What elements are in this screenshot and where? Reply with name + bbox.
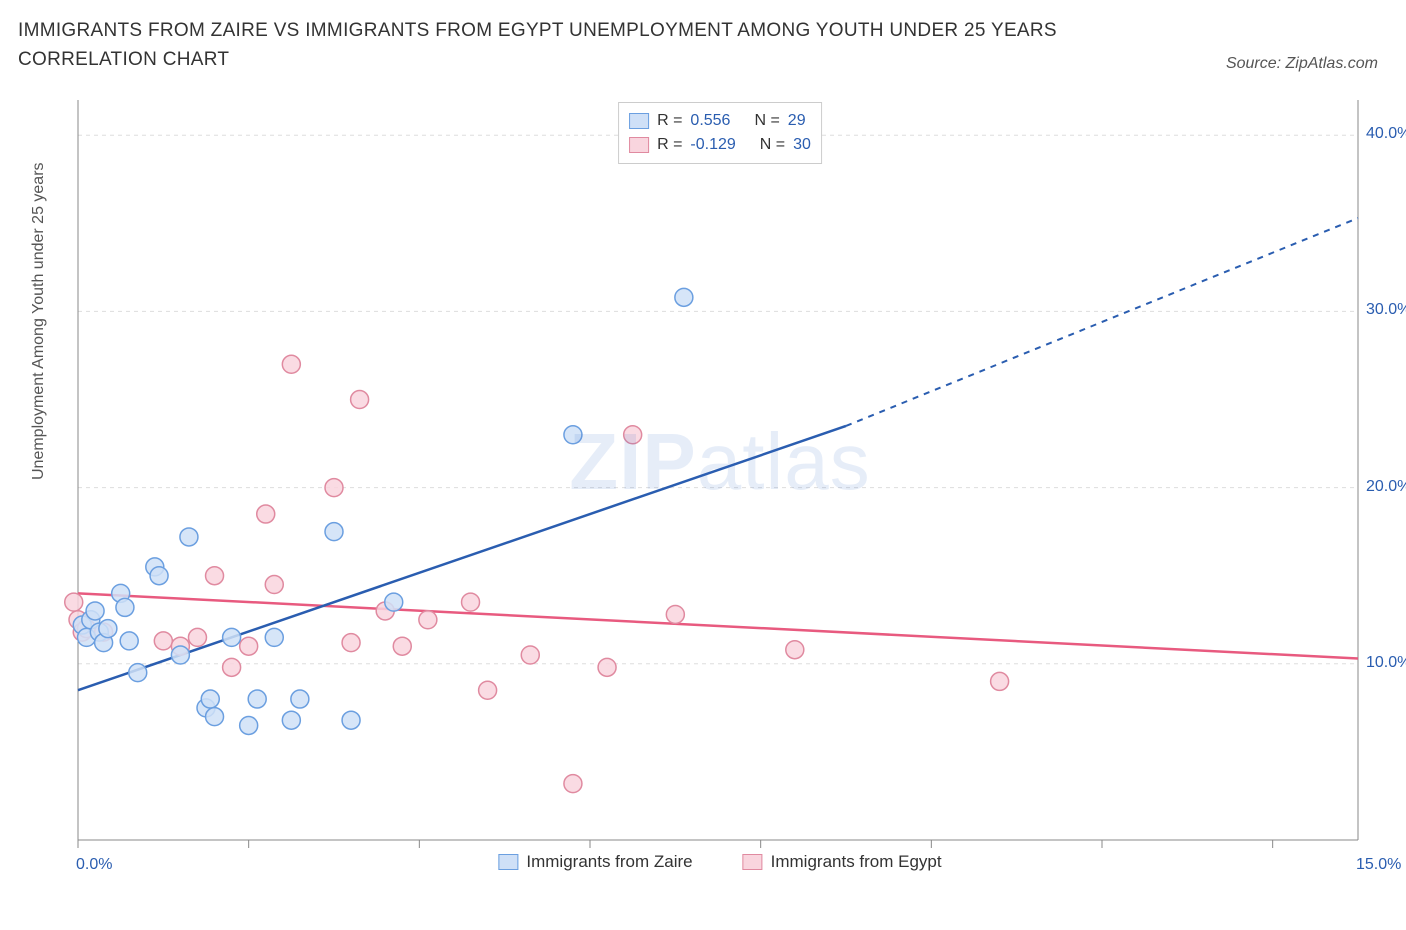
r-value-zaire: 0.556 bbox=[690, 109, 730, 133]
n-label: N = bbox=[760, 133, 785, 157]
r-label: R = bbox=[657, 109, 682, 133]
n-label: N = bbox=[754, 109, 779, 133]
n-value-egypt: 30 bbox=[793, 133, 811, 157]
legend-swatch-egypt-bottom bbox=[743, 854, 763, 870]
legend-swatch-zaire bbox=[629, 113, 649, 129]
legend-correlation-box: R = 0.556 N = 29 R = -0.129 N = 30 bbox=[618, 102, 822, 164]
r-value-egypt: -0.129 bbox=[690, 133, 735, 157]
chart-title: IMMIGRANTS FROM ZAIRE VS IMMIGRANTS FROM… bbox=[18, 16, 1118, 75]
legend-row-zaire: R = 0.556 N = 29 bbox=[629, 109, 811, 133]
legend-row-egypt: R = -0.129 N = 30 bbox=[629, 133, 811, 157]
y-axis-label: Unemployment Among Youth under 25 years bbox=[30, 162, 48, 480]
scatter-chart-svg bbox=[60, 100, 1380, 890]
r-label: R = bbox=[657, 133, 682, 157]
legend-swatch-egypt bbox=[629, 137, 649, 153]
chart-area: ZIPatlas R = 0.556 N = 29 R = -0.129 N =… bbox=[60, 100, 1380, 870]
axis-tick-label: 40.0% bbox=[1366, 125, 1406, 143]
axis-tick-label: 30.0% bbox=[1366, 301, 1406, 319]
axis-tick-label: 10.0% bbox=[1366, 654, 1406, 672]
legend-item-zaire: Immigrants from Zaire bbox=[498, 852, 692, 872]
axis-tick-label: 0.0% bbox=[76, 856, 112, 874]
axis-tick-label: 15.0% bbox=[1356, 856, 1401, 874]
legend-item-egypt: Immigrants from Egypt bbox=[743, 852, 942, 872]
axis-tick-label: 20.0% bbox=[1366, 478, 1406, 496]
legend-swatch-zaire-bottom bbox=[498, 854, 518, 870]
legend-label-zaire: Immigrants from Zaire bbox=[526, 852, 692, 872]
source-name: ZipAtlas.com bbox=[1286, 55, 1378, 72]
source-label: Source: bbox=[1226, 55, 1281, 72]
source-attribution: Source: ZipAtlas.com bbox=[1226, 55, 1378, 73]
legend-label-egypt: Immigrants from Egypt bbox=[771, 852, 942, 872]
legend-series: Immigrants from Zaire Immigrants from Eg… bbox=[498, 852, 941, 872]
n-value-zaire: 29 bbox=[788, 109, 806, 133]
